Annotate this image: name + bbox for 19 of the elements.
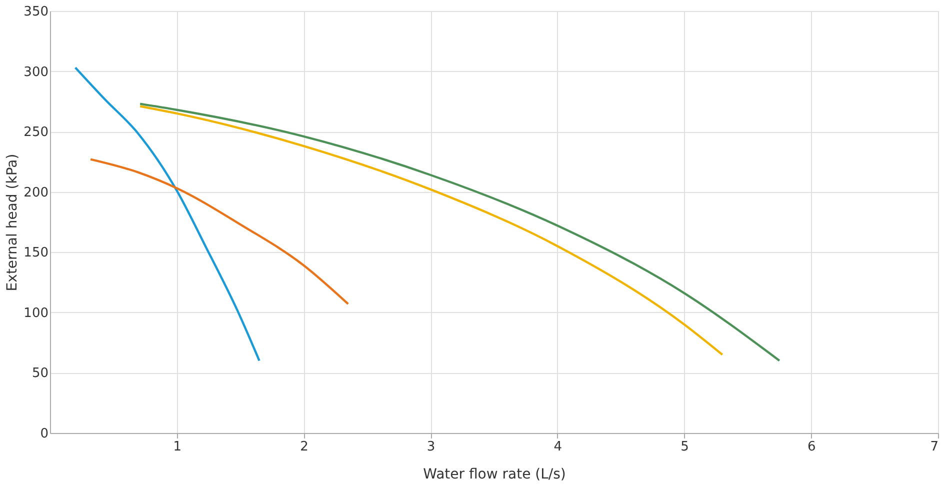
x-axis-title: Water flow rate (L/s) (423, 466, 566, 482)
y-tick-label: 50 (32, 366, 48, 382)
line-series (74, 66, 260, 362)
y-tick-label: 250 (24, 125, 48, 140)
y-tick-label: 350 (24, 4, 48, 20)
y-tick-label: 200 (24, 185, 48, 200)
x-tick-label: 3 (426, 440, 436, 454)
x-tick-label: 7 (930, 440, 938, 454)
x-tick-label: 1 (173, 440, 182, 454)
y-axis-title: External head (kPa) (4, 154, 21, 292)
y-tick-label: 300 (24, 64, 48, 80)
x-tick-label: 2 (300, 440, 308, 454)
y-tick-label: 0 (40, 426, 48, 442)
x-tick-label: 6 (808, 440, 816, 454)
x-tick-label: 4 (554, 440, 562, 454)
x-tick-label: 5 (680, 440, 689, 454)
line-series (89, 158, 350, 306)
y-tick-label: 100 (24, 306, 48, 321)
y-tick-label: 150 (24, 246, 48, 261)
